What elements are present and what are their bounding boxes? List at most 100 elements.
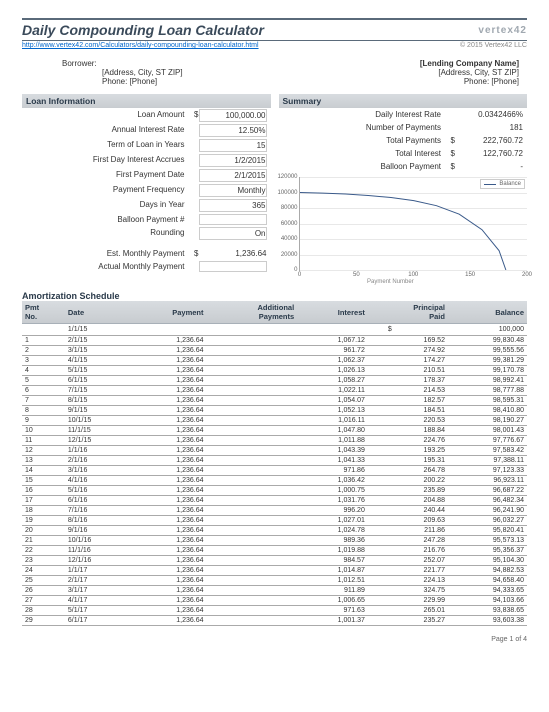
actual-payment-label: Actual Monthly Payment	[26, 261, 189, 272]
lender-name: [Lending Company Name]	[420, 59, 519, 68]
table-row: 132/1/161,236.641,041.33195.3197,388.11	[22, 456, 527, 466]
table-row: 2312/1/161,236.64984.57252.0795,104.30	[22, 556, 527, 566]
table-row: 2110/1/161,236.64989.36247.2895,573.13	[22, 536, 527, 546]
summary-row: Total Interest$122,760.72	[279, 147, 528, 160]
loan-row: Balloon Payment #	[22, 213, 271, 226]
loan-value-input[interactable]: On	[199, 227, 267, 240]
summary-header: Summary	[279, 94, 528, 108]
borrower-label: Borrower:	[62, 59, 183, 68]
table-row-initial: 1/1/15$100,000	[22, 324, 527, 336]
borrower-phone: Phone: [Phone]	[62, 77, 183, 86]
chart-x-label: 100	[408, 272, 418, 278]
table-row: 23/1/151,236.64961.72274.9299,555.56	[22, 346, 527, 356]
summary-row: Total Payments$222,760.72	[279, 134, 528, 147]
loan-row: RoundingOn	[22, 226, 271, 241]
amortization-table: PmtNo.DatePaymentAdditionalPaymentsInter…	[22, 301, 527, 626]
chart-y-label: 80000	[270, 205, 300, 211]
source-url-link[interactable]: http://www.vertex42.com/Calculators/dail…	[22, 42, 259, 49]
table-header: AdditionalPayments	[206, 301, 297, 324]
lender-phone: Phone: [Phone]	[420, 77, 519, 86]
copyright-text: © 2015 Vertex42 LLC	[460, 42, 527, 49]
actual-payment-input[interactable]	[199, 261, 267, 272]
summary-row: Daily Interest Rate0.0342466%	[279, 108, 528, 121]
loan-value-input[interactable]: 100,000.00	[199, 109, 267, 122]
vertex42-logo: vertex42	[478, 25, 527, 36]
table-row: 56/1/151,236.641,058.27178.3798,992.41	[22, 376, 527, 386]
table-row: 34/1/151,236.641,062.37174.2799,381.29	[22, 356, 527, 366]
loan-value-input[interactable]: 12.50%	[199, 124, 267, 137]
chart-x-title: Payment Number	[367, 279, 414, 285]
actual-payment-row: Actual Monthly Payment	[22, 260, 271, 273]
table-row: 241/1/171,236.641,014.87221.7794,882.53	[22, 566, 527, 576]
page-title: Daily Compounding Loan Calculator	[22, 22, 264, 38]
loan-row: Payment FrequencyMonthly	[22, 183, 271, 198]
table-row: 154/1/161,236.641,036.42200.2296,923.11	[22, 476, 527, 486]
chart-y-label: 0	[270, 267, 300, 273]
loan-info-panel: Loan Information Loan Amount$100,000.00A…	[22, 94, 271, 287]
borrower-address: [Address, City, ST ZIP]	[62, 68, 183, 77]
loan-value-input[interactable]: Monthly	[199, 184, 267, 197]
lender-address: [Address, City, ST ZIP]	[420, 68, 519, 77]
party-info: Borrower: [Address, City, ST ZIP] Phone:…	[22, 59, 527, 86]
table-row: 121/1/161,236.641,043.39193.2597,583.42	[22, 446, 527, 456]
subheader: http://www.vertex42.com/Calculators/dail…	[22, 42, 527, 49]
chart-y-label: 40000	[270, 236, 300, 242]
table-row: 78/1/151,236.641,054.07182.5798,595.31	[22, 396, 527, 406]
loan-row: Loan Amount$100,000.00	[22, 108, 271, 123]
page-footer: Page 1 of 4	[22, 636, 527, 643]
chart-y-label: 100000	[270, 190, 300, 196]
table-header: Balance	[448, 301, 527, 324]
table-row: 2211/1/161,236.641,019.88216.7695,356.37	[22, 546, 527, 556]
amortization-title: Amortization Schedule	[22, 291, 527, 301]
table-header: Interest	[297, 301, 368, 324]
table-header: PrincipalPaid	[368, 301, 448, 324]
chart-x-label: 50	[353, 272, 360, 278]
loan-row: Days in Year365	[22, 198, 271, 213]
table-row: 165/1/161,236.641,000.75235.8996,687.22	[22, 486, 527, 496]
table-header: Date	[65, 301, 127, 324]
summary-row: Balloon Payment$-	[279, 160, 528, 173]
loan-row: Term of Loan in Years15	[22, 138, 271, 153]
table-row: 198/1/161,236.641,027.01209.6396,032.27	[22, 516, 527, 526]
chart-x-label: 200	[522, 272, 532, 278]
chart-y-label: 60000	[270, 221, 300, 227]
summary-panel: Summary Daily Interest Rate0.0342466%Num…	[279, 94, 528, 287]
loan-row: Annual Interest Rate12.50%	[22, 123, 271, 138]
table-row: 296/1/171,236.641,001.37235.2793,603.38	[22, 616, 527, 626]
table-row: 910/1/151,236.641,016.11220.5398,190.27	[22, 416, 527, 426]
table-header: Payment	[127, 301, 206, 324]
summary-row: Number of Payments181	[279, 121, 528, 134]
chart-x-label: 150	[465, 272, 475, 278]
table-row: 45/1/151,236.641,026.13210.5199,170.78	[22, 366, 527, 376]
loan-value-input[interactable]: 2/1/2015	[199, 169, 267, 182]
chart-x-label: 0	[298, 272, 301, 278]
table-header: PmtNo.	[22, 301, 65, 324]
table-row: 1011/1/151,236.641,047.80188.8498,001.43	[22, 426, 527, 436]
table-row: 187/1/161,236.64996.20240.4496,241.90	[22, 506, 527, 516]
loan-value-input[interactable]: 365	[199, 199, 267, 212]
table-row: 252/1/171,236.641,012.51224.1394,658.40	[22, 576, 527, 586]
table-row: 143/1/161,236.64971.86264.7897,123.33	[22, 466, 527, 476]
loan-row: First Day Interest Accrues1/2/2015	[22, 153, 271, 168]
balance-chart: Balance 02000040000600008000010000012000…	[299, 177, 528, 287]
loan-info-header: Loan Information	[22, 94, 271, 108]
table-row: 176/1/161,236.641,031.76204.8896,482.34	[22, 496, 527, 506]
loan-value-input[interactable]	[199, 214, 267, 225]
table-row: 263/1/171,236.64911.89324.7594,333.65	[22, 586, 527, 596]
table-row: 1112/1/151,236.641,011.88224.7697,776.67	[22, 436, 527, 446]
loan-value-input[interactable]: 1/2/2015	[199, 154, 267, 167]
table-row: 12/1/151,236.641,067.12169.5299,830.48	[22, 336, 527, 346]
est-payment-label: Est. Monthly Payment	[26, 248, 189, 259]
table-row: 67/1/151,236.641,022.11214.5398,777.88	[22, 386, 527, 396]
est-payment-value: 1,236.64	[199, 248, 267, 259]
chart-y-label: 120000	[270, 174, 300, 180]
table-row: 274/1/171,236.641,006.65229.9994,103.66	[22, 596, 527, 606]
table-row: 209/1/161,236.641,024.78211.8695,820.41	[22, 526, 527, 536]
table-row: 89/1/151,236.641,052.13184.5198,410.80	[22, 406, 527, 416]
est-payment-row: Est. Monthly Payment $ 1,236.64	[22, 247, 271, 260]
header-bar: Daily Compounding Loan Calculator vertex…	[22, 18, 527, 41]
loan-value-input[interactable]: 15	[199, 139, 267, 152]
chart-y-label: 20000	[270, 252, 300, 258]
loan-row: First Payment Date2/1/2015	[22, 168, 271, 183]
table-row: 285/1/171,236.64971.63265.0193,838.65	[22, 606, 527, 616]
